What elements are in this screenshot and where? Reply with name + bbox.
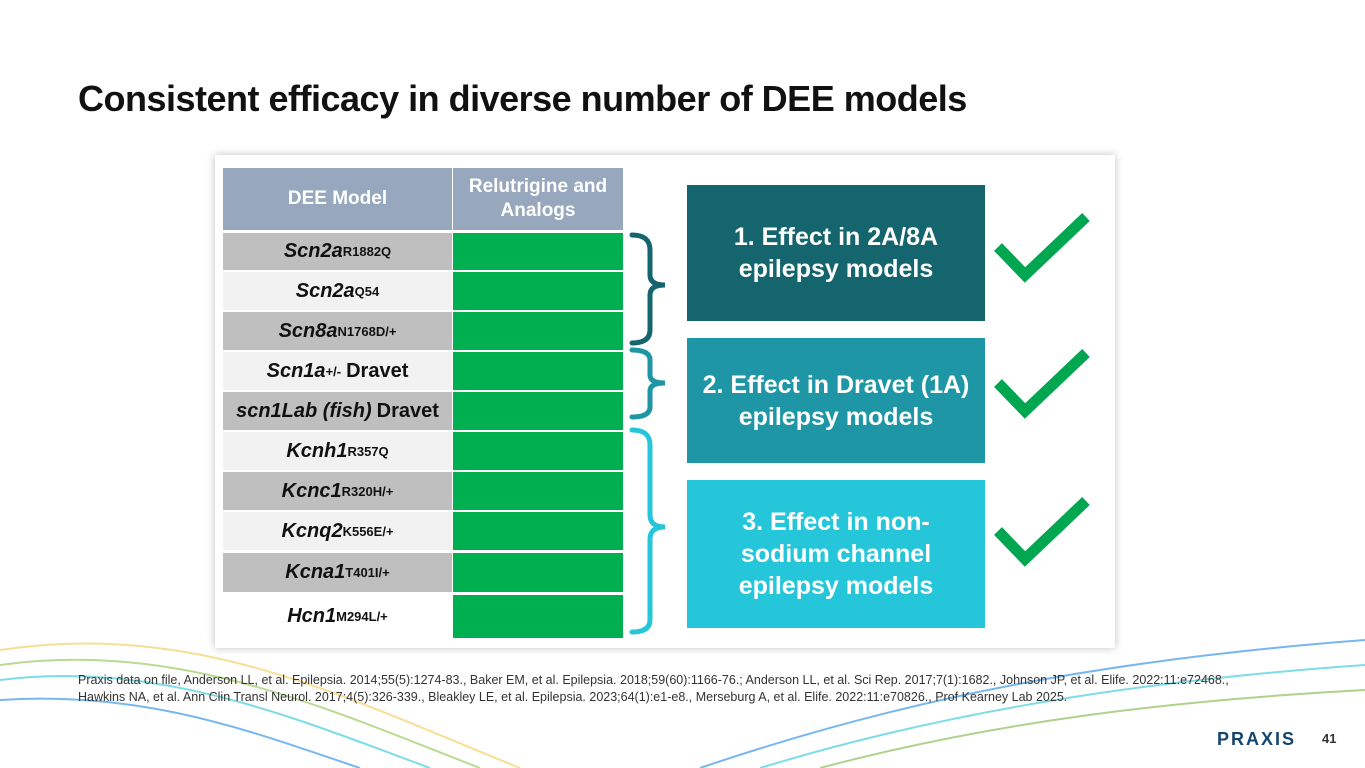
model-cell: Kcnc1 R320H/+ [223, 472, 452, 510]
superscript: R357Q [347, 443, 389, 459]
superscript: N1768D/+ [337, 323, 397, 339]
green-cell [453, 553, 623, 592]
gene-name: scn1Lab (fish) [236, 399, 372, 422]
model-cell: scn1Lab (fish) Dravet [223, 392, 452, 430]
superscript: M294L/+ [336, 609, 388, 624]
title: Consistent efficacy in diverse number of… [78, 78, 967, 119]
green-cell [453, 272, 623, 310]
gene-name: Kcnh1 [286, 439, 348, 462]
green-cell [453, 312, 623, 350]
header-cell: Relutrigine and Analogs [453, 168, 623, 230]
green-cell [453, 472, 623, 510]
suffix: Dravet [376, 399, 439, 422]
checkmarks [994, 213, 1090, 567]
superscript: K556E/+ [342, 523, 394, 539]
suffix: Dravet [346, 359, 409, 382]
green-cell [453, 352, 623, 390]
effect-box: 3. Effect in non-sodium channel epilepsy… [687, 480, 985, 628]
header-cell: DEE Model [223, 168, 452, 230]
green-cell [453, 512, 623, 550]
model-cell: Scn2a R1882Q [223, 233, 452, 270]
effect-box: 2. Effect in Dravet (1A) epilepsy models [687, 338, 985, 463]
model-cell: Hcn1 M294L/+ [223, 595, 452, 638]
model-cell: Scn8a N1768D/+ [223, 312, 452, 350]
superscript: R1882Q [342, 244, 392, 259]
model-cell: Scn1a +/- Dravet [223, 352, 452, 390]
green-cell [453, 432, 623, 470]
gene-name: Kcnc1 [281, 479, 342, 502]
gene-name: Scn2a [283, 240, 343, 262]
superscript: Q54 [354, 283, 380, 299]
green-cell [453, 233, 623, 270]
superscript: T401I/+ [345, 565, 390, 580]
braces [629, 232, 666, 635]
model-cell: Kcna1 T401I/+ [223, 553, 452, 592]
gene-name: Hcn1 [287, 605, 337, 627]
gene-name: Scn8a [278, 319, 338, 342]
gene-name: Kcnq2 [281, 519, 343, 542]
model-cell: Kcnh1 R357Q [223, 432, 452, 470]
green-cell [453, 392, 623, 430]
gene-name: Kcna1 [285, 561, 346, 583]
effect-box: 1. Effect in 2A/8A epilepsy models [687, 185, 985, 321]
superscript: +/- [325, 363, 342, 379]
gene-name: Scn1a [266, 359, 326, 382]
footnote: Praxis data on file, Anderson LL, et al.… [78, 673, 1229, 704]
superscript: R320H/+ [341, 483, 394, 499]
green-cell [453, 595, 623, 638]
logo: PRAXIS [1217, 729, 1297, 749]
gene-name: Scn2a [295, 279, 355, 302]
model-cell: Kcnq2 K556E/+ [223, 512, 452, 550]
page-number: 41 [1322, 731, 1337, 746]
model-cell: Scn2a Q54 [223, 272, 452, 310]
